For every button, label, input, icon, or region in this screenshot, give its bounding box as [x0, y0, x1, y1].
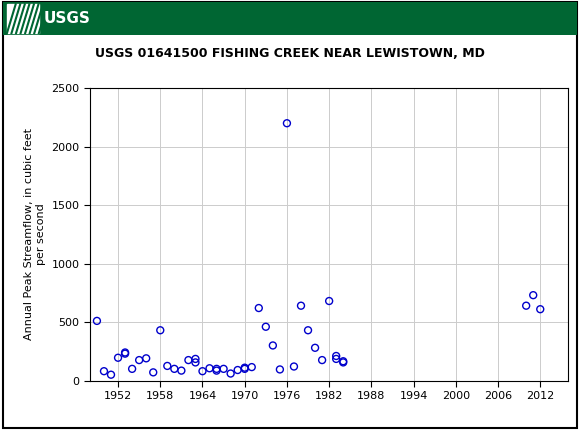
Point — [332, 356, 341, 362]
Point — [177, 367, 186, 374]
Point — [212, 366, 221, 372]
Point — [121, 350, 130, 357]
Point — [99, 368, 108, 375]
Point — [191, 359, 200, 366]
Text: USGS 01641500 FISHING CREEK NEAR LEWISTOWN, MD: USGS 01641500 FISHING CREEK NEAR LEWISTO… — [95, 47, 485, 60]
Point — [135, 356, 144, 363]
Y-axis label: Annual Peak Streamflow, in cubic feet
per second: Annual Peak Streamflow, in cubic feet pe… — [24, 128, 46, 341]
Point — [212, 367, 221, 374]
Point — [128, 366, 137, 372]
Point — [155, 327, 165, 334]
Point — [191, 356, 200, 362]
Point — [121, 349, 130, 356]
Point — [205, 365, 214, 372]
Bar — [3, 2, 577, 35]
Point — [339, 359, 348, 366]
Point — [310, 344, 320, 351]
Point — [324, 298, 334, 304]
Point — [162, 362, 172, 369]
Point — [254, 304, 263, 311]
Point — [261, 323, 270, 330]
Point — [332, 353, 341, 359]
Point — [92, 317, 101, 324]
Point — [339, 358, 348, 365]
Point — [184, 356, 193, 363]
Point — [268, 342, 277, 349]
Point — [247, 364, 256, 371]
Point — [106, 371, 115, 378]
Point — [219, 366, 229, 372]
Point — [303, 327, 313, 334]
Point — [233, 367, 242, 374]
Point — [289, 363, 299, 370]
Point — [240, 366, 249, 372]
Point — [148, 369, 158, 376]
Point — [198, 368, 207, 375]
Point — [296, 302, 306, 309]
Bar — [7, 4, 39, 33]
Text: USGS: USGS — [44, 11, 90, 26]
Point — [317, 356, 327, 363]
Point — [521, 302, 531, 309]
Point — [240, 364, 249, 371]
Point — [226, 370, 235, 377]
Point — [276, 366, 285, 373]
Point — [535, 306, 545, 313]
Point — [282, 120, 292, 127]
Point — [142, 355, 151, 362]
Point — [528, 292, 538, 298]
Point — [114, 354, 123, 361]
Point — [170, 366, 179, 372]
